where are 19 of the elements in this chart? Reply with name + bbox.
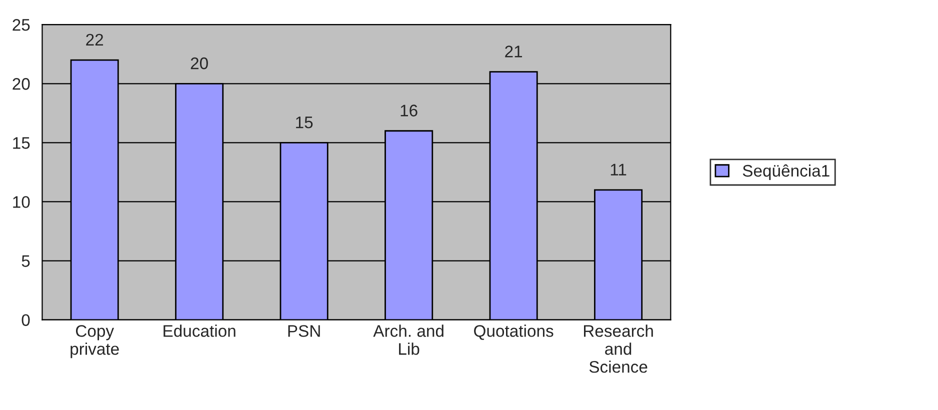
y-tick-label: 25 bbox=[12, 19, 30, 31]
y-tick-label: 20 bbox=[12, 78, 30, 90]
data-label: 22 bbox=[86, 34, 104, 46]
y-tick-label: 5 bbox=[22, 255, 30, 267]
y-tick-label: 15 bbox=[13, 137, 30, 149]
x-tick-label: Copy private bbox=[70, 325, 119, 358]
legend-label: Seqüência1 bbox=[742, 164, 830, 180]
data-label: 15 bbox=[296, 116, 313, 128]
x-tick-label: Education bbox=[164, 324, 236, 337]
x-tick-label: Quotations bbox=[474, 324, 554, 340]
data-label: 20 bbox=[190, 57, 208, 70]
data-label: 16 bbox=[400, 104, 418, 116]
data-label: 21 bbox=[505, 46, 522, 58]
data-label: 11 bbox=[610, 164, 626, 176]
y-tick-label: 10 bbox=[13, 196, 30, 208]
x-tick-label: Research and Science bbox=[584, 324, 653, 373]
x-tick-label: Arch. and Lib bbox=[373, 324, 444, 355]
x-tick-label: PSN bbox=[288, 325, 320, 337]
y-tick-label: 0 bbox=[22, 314, 30, 326]
